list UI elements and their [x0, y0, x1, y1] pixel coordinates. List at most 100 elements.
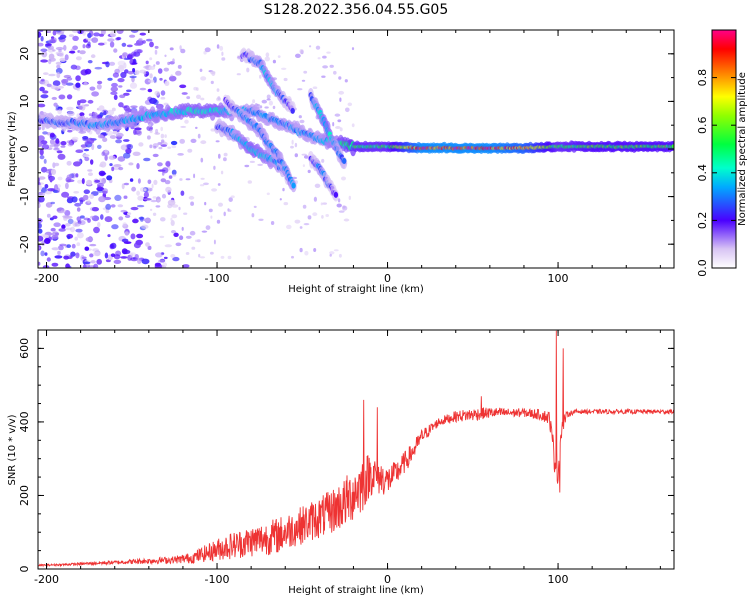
noise-speckle [42, 131, 48, 135]
noise-speckle [326, 51, 331, 54]
noise-speckle [75, 82, 81, 88]
noise-speckle [223, 157, 227, 162]
noise-speckle [210, 215, 213, 219]
noise-speckle [167, 204, 173, 209]
noise-speckle [47, 188, 55, 192]
noise-speckle [108, 155, 116, 160]
noise-speckle [39, 155, 45, 160]
noise-speckle [71, 243, 76, 249]
noise-speckle [77, 232, 84, 239]
noise-speckle [134, 254, 139, 260]
noise-speckle [136, 163, 140, 170]
noise-speckle [322, 65, 328, 69]
noise-speckle [38, 222, 42, 229]
noise-speckle [112, 130, 118, 135]
noise-speckle [298, 115, 302, 119]
noise-speckle [107, 234, 111, 238]
noise-speckle [329, 251, 335, 255]
noise-speckle [157, 142, 163, 145]
noise-speckle [130, 233, 136, 240]
noise-speckle [203, 50, 207, 55]
noise-speckle [171, 204, 179, 208]
noise-speckle [129, 75, 137, 79]
noise-speckle [109, 61, 116, 66]
colorbar-tick-label: 0.6 [696, 116, 709, 134]
noise-speckle [139, 216, 144, 222]
noise-speckle [126, 143, 133, 150]
noise-speckle [165, 160, 171, 167]
noise-speckle [75, 228, 83, 233]
noise-speckle [43, 158, 47, 164]
noise-speckle [291, 255, 294, 259]
noise-speckle [183, 212, 188, 215]
noise-speckle [153, 64, 156, 67]
noise-speckle [147, 135, 151, 140]
noise-speckle [39, 149, 44, 156]
noise-speckle [338, 253, 342, 258]
noise-speckle [40, 250, 45, 257]
noise-speckle [137, 257, 142, 264]
noise-speckle [155, 128, 159, 134]
noise-speckle [259, 74, 262, 79]
noise-speckle [151, 183, 154, 189]
noise-speckle [251, 213, 255, 218]
noise-speckle [123, 152, 131, 159]
snr-series-line [38, 330, 674, 568]
noise-speckle [64, 54, 69, 61]
noise-speckle [325, 214, 330, 217]
snr-marks [38, 330, 674, 568]
noise-speckle [191, 246, 196, 250]
noise-speckle [302, 164, 305, 168]
noise-speckle [321, 75, 326, 78]
noise-speckle [38, 135, 45, 142]
noise-speckle [51, 247, 60, 251]
noise-speckle [76, 207, 81, 212]
noise-speckle [185, 235, 192, 239]
noise-speckle [131, 62, 138, 65]
noise-speckle [104, 216, 113, 223]
noise-speckle [204, 47, 211, 53]
noise-speckle [190, 138, 197, 143]
noise-speckle [312, 86, 318, 89]
noise-speckle [216, 219, 221, 224]
noise-speckle [169, 47, 174, 51]
noise-speckle [97, 182, 104, 188]
noise-speckle [149, 73, 153, 79]
noise-speckle [110, 242, 117, 249]
noise-speckle [236, 73, 241, 76]
noise-speckle [118, 166, 124, 171]
noise-speckle [213, 239, 216, 245]
noise-speckle [61, 224, 66, 229]
noise-speckle [58, 228, 66, 232]
noise-speckle [339, 127, 343, 132]
noise-speckle [342, 205, 346, 209]
noise-speckle [143, 188, 147, 192]
noise-speckle [321, 215, 324, 219]
noise-speckle [193, 173, 196, 179]
noise-speckle [139, 32, 146, 36]
noise-speckle [313, 196, 317, 202]
noise-speckle [60, 145, 66, 148]
noise-speckle [124, 231, 129, 236]
noise-speckle [79, 112, 85, 117]
noise-speckle [160, 217, 166, 222]
noise-speckle [70, 251, 76, 257]
noise-speckle [200, 97, 205, 101]
noise-speckle [59, 57, 67, 62]
noise-speckle [122, 222, 127, 227]
noise-speckle [52, 49, 56, 52]
noise-speckle [223, 152, 228, 157]
noise-speckle [264, 106, 269, 109]
noise-speckle [68, 50, 76, 54]
noise-speckle [161, 171, 165, 176]
noise-speckle [258, 218, 264, 221]
noise-speckle [38, 192, 46, 197]
noise-speckle [66, 244, 71, 249]
noise-speckle [264, 56, 270, 62]
noise-speckle [53, 147, 60, 151]
noise-speckle [179, 45, 182, 50]
noise-speckle [110, 204, 116, 208]
branch-5-core [333, 191, 339, 198]
noise-speckle [117, 156, 126, 162]
